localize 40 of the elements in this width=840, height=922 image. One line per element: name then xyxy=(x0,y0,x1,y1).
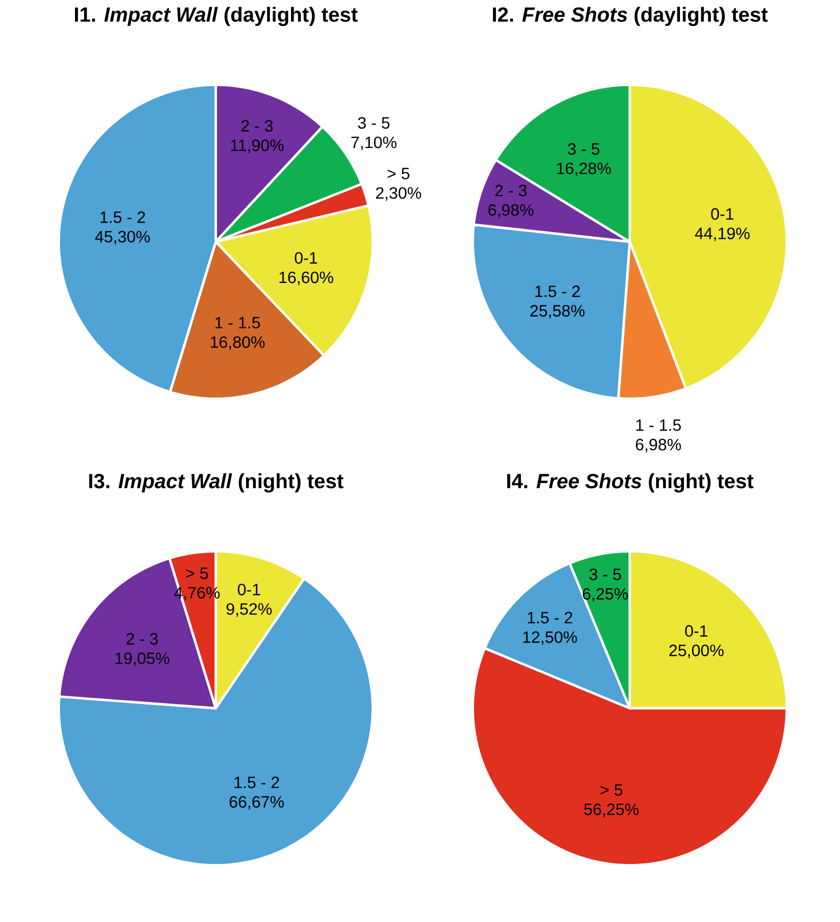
chart-title: I4. Free Shots (night) test xyxy=(507,473,754,492)
data-label: 6,98% xyxy=(636,438,682,452)
slice-label: 3 - 5 xyxy=(590,568,622,580)
data-label: 25,58% xyxy=(530,305,585,319)
slice-label: 0-1 xyxy=(711,208,734,220)
slice-label: 1.5 - 2 xyxy=(528,612,572,624)
data-label: 12,50% xyxy=(523,631,578,645)
chart-title: I1. Impact Wall (daylight) test xyxy=(75,6,358,26)
slice-label: 3 - 5 xyxy=(568,143,600,155)
slice-label: > 5 xyxy=(388,168,410,180)
slice-label: 1 - 1.5 xyxy=(636,420,681,431)
data-label: 66,67% xyxy=(230,796,284,810)
chart-title: I3. Impact Wall (night) test xyxy=(89,473,344,492)
slice-label: 1.5 - 2 xyxy=(234,776,280,788)
chart-title: I2. Free Shots (daylight) test xyxy=(493,6,768,26)
slice-label: 1 - 1.5 xyxy=(216,317,260,328)
data-label: 56,25% xyxy=(584,804,639,818)
slice-label: 1.5 - 2 xyxy=(536,286,580,298)
data-label: 45,30% xyxy=(95,230,150,244)
slice-label: 1.5 - 2 xyxy=(100,211,146,224)
slice-label: 0-1 xyxy=(294,252,318,264)
data-label: 11,90% xyxy=(231,140,284,154)
data-label: 19,05% xyxy=(116,652,170,666)
slice-label: 2 - 3 xyxy=(495,184,527,196)
data-label: 16,80% xyxy=(211,336,265,350)
data-label: 25,00% xyxy=(670,644,724,658)
data-label: 16,28% xyxy=(557,162,612,176)
slice-label: 2 - 3 xyxy=(242,120,273,132)
data-label: 16,60% xyxy=(280,272,334,286)
data-label: 9,52% xyxy=(226,603,272,617)
slice-label: 2 - 3 xyxy=(126,633,158,645)
data-label: 44,19% xyxy=(695,228,750,242)
slice-label: > 5 xyxy=(186,568,208,580)
data-label: 2,30% xyxy=(376,187,422,201)
slice-label: > 5 xyxy=(600,784,622,796)
data-label: 7,10% xyxy=(352,136,397,150)
slice-label: 0-1 xyxy=(238,584,260,596)
data-label: 6,98% xyxy=(488,204,534,218)
slice-label: 0-1 xyxy=(685,625,708,637)
slice-label: 3 - 5 xyxy=(358,117,390,129)
